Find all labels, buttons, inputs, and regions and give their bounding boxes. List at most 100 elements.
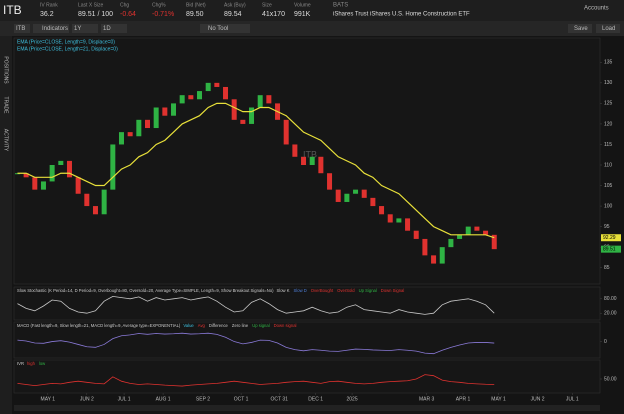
x-tick-label: OCT 31 [271,396,289,402]
field-value: -0.71% [152,11,174,18]
candle [75,177,81,194]
y-tick-label: 125 [604,101,613,107]
x-tick-label: OCT 1 [234,396,249,402]
candle [309,156,315,165]
pane [13,37,601,285]
x-tick-label: APR 1 [456,396,471,402]
aggregation[interactable]: 1D [103,26,111,32]
symbol-box[interactable] [14,24,30,33]
candle [379,206,385,215]
candle [240,119,246,124]
pane [13,359,601,394]
candle [335,189,341,202]
drawing-box[interactable] [200,24,250,33]
x-tick-label: DEC 1 [308,396,323,402]
candle [292,144,298,157]
legend-entry: Up Signal [359,288,377,293]
candle [465,226,471,235]
side-tab[interactable]: ACTIVITY [3,129,9,152]
candle [387,214,393,223]
indicators-box[interactable] [33,24,69,33]
x-tick-label: MAY 1 [491,396,506,402]
candle [179,95,185,104]
field-value: 89.51 / 100 [78,11,113,18]
toolbar [0,21,624,36]
pane [13,286,601,321]
pane-title: IVR [17,361,24,366]
candle [231,99,237,120]
candle [405,218,411,231]
candle [301,156,307,165]
x-tick-label: MAR 3 [419,396,435,402]
field-label: Ask (Buy) [224,2,246,8]
candle [483,230,489,235]
legend-entry: Value [183,323,194,328]
candle [162,107,168,116]
candle [49,165,55,182]
candle [474,226,480,231]
candle [110,144,116,190]
legend-entry: Avg [198,323,206,328]
x-tick-label: MAY 1 [41,396,56,402]
load-box[interactable] [596,24,620,33]
y-tick-label: 110 [604,162,612,168]
candle [40,181,46,190]
side-tab[interactable]: POSITIONS [3,56,9,84]
accounts-button[interactable]: Accounts [584,6,609,12]
drawing-tool[interactable]: No Tool [208,26,228,32]
candle [491,234,497,250]
candle [118,132,124,145]
scrollbar[interactable] [14,405,600,411]
field-value: 89.50 [186,11,204,18]
candle [318,156,324,174]
save-button[interactable]: Save [574,26,588,32]
aggregation-box[interactable] [101,24,127,33]
y-tick-label: 95 [604,224,610,230]
candle [422,238,428,256]
field-label: Chg [120,2,129,8]
y-tick-label: 105 [604,183,613,189]
toolbar-symbol[interactable]: ITB [16,26,25,32]
y-tick-label: 80.00 [604,296,617,302]
legend-entry: Up signal [252,323,270,328]
candle [266,95,272,104]
candle [413,230,419,239]
x-tick-label: SEP 2 [196,396,210,402]
x-tick-label: AUG 1 [156,396,171,402]
y-tick-label: 115 [604,142,612,148]
field-value: 991K [294,11,311,18]
legend-entry: Down Signal [381,288,405,293]
y-tick-label: 130 [604,80,613,86]
legend-entry: Down signal [274,323,297,328]
field-label: Bid (Net) [186,2,206,8]
y-tick-label: 100 [604,203,613,209]
candle [214,82,220,87]
pane [13,321,601,359]
field-value: -0.64 [120,11,136,18]
legend-entry: Slow D [294,288,307,293]
period-box[interactable] [72,24,98,33]
candle [23,173,29,178]
period[interactable]: 1Y [74,26,81,32]
legend-entry: Zero line [232,323,249,328]
candle [197,91,203,100]
load-button[interactable]: Load [602,26,615,32]
candle [439,247,445,264]
candle [205,82,211,92]
ema-last-box [601,234,621,242]
legend-entry: high [27,361,36,366]
candle [223,86,229,100]
candle [58,160,64,165]
legend-entry: Difference [209,323,229,328]
quote-bar [0,0,624,21]
candle [361,189,367,198]
candle [84,193,90,207]
save-box[interactable] [568,24,592,33]
candle [249,107,255,124]
side-tab[interactable]: TRADE [3,97,9,115]
study-label: EMA (Price=CLOSE, Length=21, Displace=0) [17,46,118,52]
pane-title: Slow Stochastic (K Period=14, D Period=9… [17,288,274,293]
indicators[interactable]: Indicators [42,26,68,32]
candle [171,103,177,116]
